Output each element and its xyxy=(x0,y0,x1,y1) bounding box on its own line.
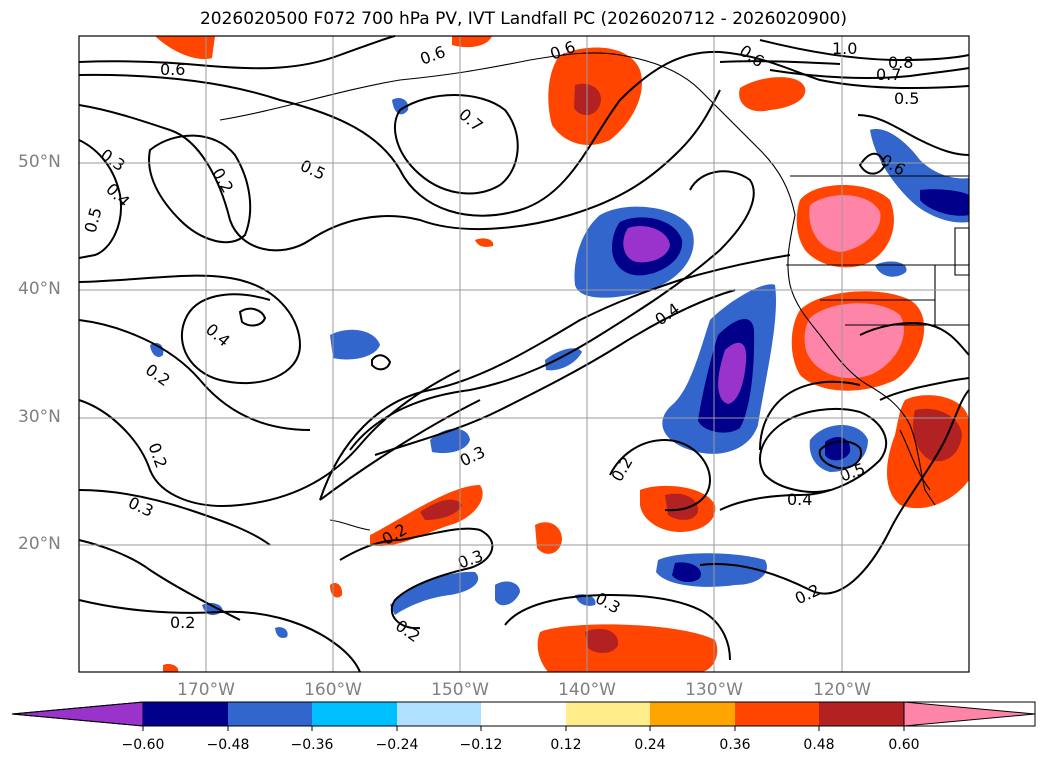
colorbar-segment xyxy=(650,702,735,726)
colorbar-tick-label: −0.24 xyxy=(375,737,419,753)
lat-label-50n: 50°N xyxy=(18,152,61,172)
lat-label-40n: 40°N xyxy=(18,279,61,299)
map-frame xyxy=(78,35,970,673)
pv-contours xyxy=(78,35,970,673)
contour-label: 0.4 xyxy=(787,490,812,509)
colorbar-segment xyxy=(481,702,566,726)
colorbar-segment xyxy=(397,702,481,726)
contour-label: 0.5 xyxy=(894,89,919,108)
lon-label-160w: 160°W xyxy=(304,680,362,700)
colorbar-tick-label: 0.48 xyxy=(803,737,835,753)
colorbar-tick-label: −0.60 xyxy=(121,737,165,753)
colorbar-segment xyxy=(566,702,650,726)
contour-label: 0.7 xyxy=(876,65,901,84)
colorbar xyxy=(11,701,1036,731)
colorbar-tick-label: 0.24 xyxy=(634,737,666,753)
colorbar-tick-label: 0.60 xyxy=(888,737,920,753)
colorbar-tick-label: −0.12 xyxy=(459,737,503,753)
colorbar-segment xyxy=(819,702,904,726)
colorbar-tick-label: 0.12 xyxy=(550,737,582,753)
coastlines xyxy=(219,52,970,531)
colorbar-segment xyxy=(143,702,228,726)
colorbar-segment xyxy=(228,702,312,726)
colorbar-segment xyxy=(735,702,819,726)
colorbar-segment xyxy=(903,701,1036,727)
lat-label-20n: 20°N xyxy=(18,534,61,554)
contour-label: 0.2 xyxy=(170,613,195,632)
colorbar-segment xyxy=(312,702,397,726)
colorbar-tick-label: 0.36 xyxy=(719,737,751,753)
lon-label-140w: 140°W xyxy=(558,680,616,700)
colorbar-tick-label: −0.48 xyxy=(206,737,250,753)
contour-label: 0.8 xyxy=(888,53,913,72)
lat-label-30n: 30°N xyxy=(18,407,61,427)
lon-label-120w: 120°W xyxy=(813,680,871,700)
lon-label-130w: 130°W xyxy=(685,680,743,700)
gridlines xyxy=(79,36,969,672)
lon-label-150w: 150°W xyxy=(431,680,489,700)
colorbar-tick-label: −0.36 xyxy=(290,737,334,753)
map-title: 2026020500 F072 700 hPa PV, IVT Landfall… xyxy=(199,9,847,29)
colorbar-segment xyxy=(11,701,144,727)
contour-label: 1.0 xyxy=(832,39,857,58)
contour-label: 0.6 xyxy=(160,60,185,79)
lon-label-170w: 170°W xyxy=(177,680,235,700)
